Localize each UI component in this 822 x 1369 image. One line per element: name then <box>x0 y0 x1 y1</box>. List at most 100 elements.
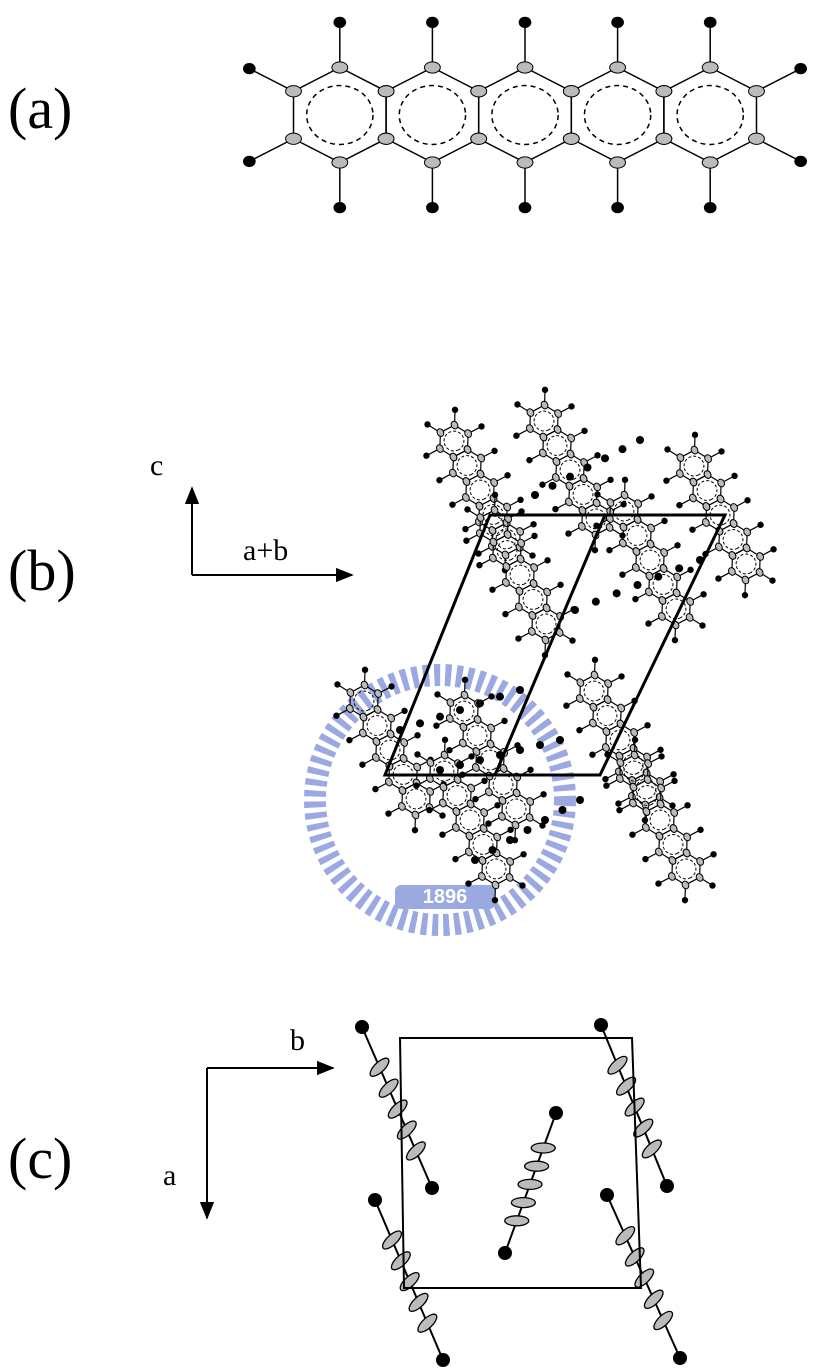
molecules <box>243 17 807 1367</box>
carbon <box>397 801 406 811</box>
carbon <box>592 482 601 492</box>
carbon <box>397 1270 421 1294</box>
panel-label: (a) <box>8 76 72 141</box>
carbon <box>525 796 534 806</box>
carbon <box>486 739 495 749</box>
atom-row <box>496 693 504 701</box>
hydrogen <box>686 565 695 574</box>
carbon <box>613 1224 637 1248</box>
hydrogen <box>551 505 560 514</box>
bond <box>294 139 340 163</box>
ring <box>431 758 458 785</box>
carbon <box>376 1076 400 1100</box>
ring <box>307 86 373 145</box>
carbon <box>476 469 485 479</box>
hydrogen <box>462 536 471 545</box>
atom-row <box>536 741 544 749</box>
atom-row <box>489 846 497 854</box>
carbon <box>576 678 585 688</box>
carbon <box>462 476 471 486</box>
ring <box>660 831 687 858</box>
atom-row <box>531 491 539 499</box>
ring <box>694 477 721 504</box>
carbon <box>458 738 467 748</box>
hydrogen <box>477 422 486 431</box>
ring <box>444 782 471 809</box>
carbon <box>729 502 738 512</box>
hydrogen <box>426 202 439 213</box>
hydrogen <box>628 830 637 839</box>
carbon <box>426 758 435 768</box>
carbon <box>384 777 393 787</box>
carbon <box>502 502 511 512</box>
ring <box>594 702 621 729</box>
carbon <box>682 848 691 858</box>
hydrogen <box>526 765 535 774</box>
hydrogen <box>656 745 665 754</box>
carbon <box>512 788 521 798</box>
carbon <box>716 494 725 504</box>
carbon <box>373 705 382 715</box>
hydrogen <box>441 736 450 745</box>
hydrogen <box>333 680 342 689</box>
carbon <box>515 586 524 596</box>
hydrogen <box>539 790 548 799</box>
carbon <box>605 1053 629 1077</box>
axis-label: a <box>163 1159 176 1192</box>
hydrogen <box>438 811 447 820</box>
carbon <box>668 855 677 865</box>
carbon <box>565 481 574 491</box>
carbon <box>404 1139 428 1163</box>
atom-row <box>566 473 574 481</box>
carbon <box>389 1249 413 1273</box>
bond <box>664 139 710 163</box>
carbon <box>646 539 655 549</box>
hydrogen <box>463 505 472 514</box>
hydrogen <box>529 520 538 529</box>
hydrogen <box>345 736 354 745</box>
hydrogen <box>696 825 705 834</box>
carbon <box>645 571 654 581</box>
atom-row <box>654 573 662 581</box>
bond <box>386 139 432 163</box>
carbon <box>378 133 394 144</box>
ring <box>441 428 468 455</box>
hydrogen <box>538 480 547 489</box>
carbon <box>755 551 764 561</box>
atom-row <box>634 581 642 589</box>
carbon <box>460 690 469 700</box>
carbon <box>517 157 533 168</box>
carbon <box>656 133 672 144</box>
hydrogen <box>451 855 460 864</box>
carbon <box>286 133 302 144</box>
ring <box>584 86 650 145</box>
carbon <box>438 798 447 808</box>
atom-row <box>524 826 532 834</box>
hydrogen <box>563 670 572 679</box>
ring <box>503 796 530 823</box>
hydrogen <box>432 721 441 730</box>
carbon <box>702 157 718 168</box>
hydrogen <box>501 610 510 619</box>
atom-row <box>516 686 524 694</box>
hydrogen <box>631 736 640 745</box>
carbon <box>602 726 611 736</box>
carbon <box>439 782 448 792</box>
carbon <box>516 554 525 564</box>
atom-row <box>556 736 564 744</box>
carbon <box>633 499 642 509</box>
carbon <box>654 847 663 857</box>
hydrogen <box>451 406 460 415</box>
hydrogen <box>488 585 497 594</box>
carbon <box>424 157 440 168</box>
watermark-text: 1896 <box>423 886 468 908</box>
hydrogen <box>617 672 626 681</box>
carbon <box>358 728 367 738</box>
ring <box>531 408 558 435</box>
carbon <box>477 871 486 881</box>
carbon <box>503 530 512 540</box>
atom-row <box>471 856 479 864</box>
hydrogen <box>500 717 509 726</box>
carbon <box>563 86 579 97</box>
axis-label: b <box>290 1024 305 1057</box>
